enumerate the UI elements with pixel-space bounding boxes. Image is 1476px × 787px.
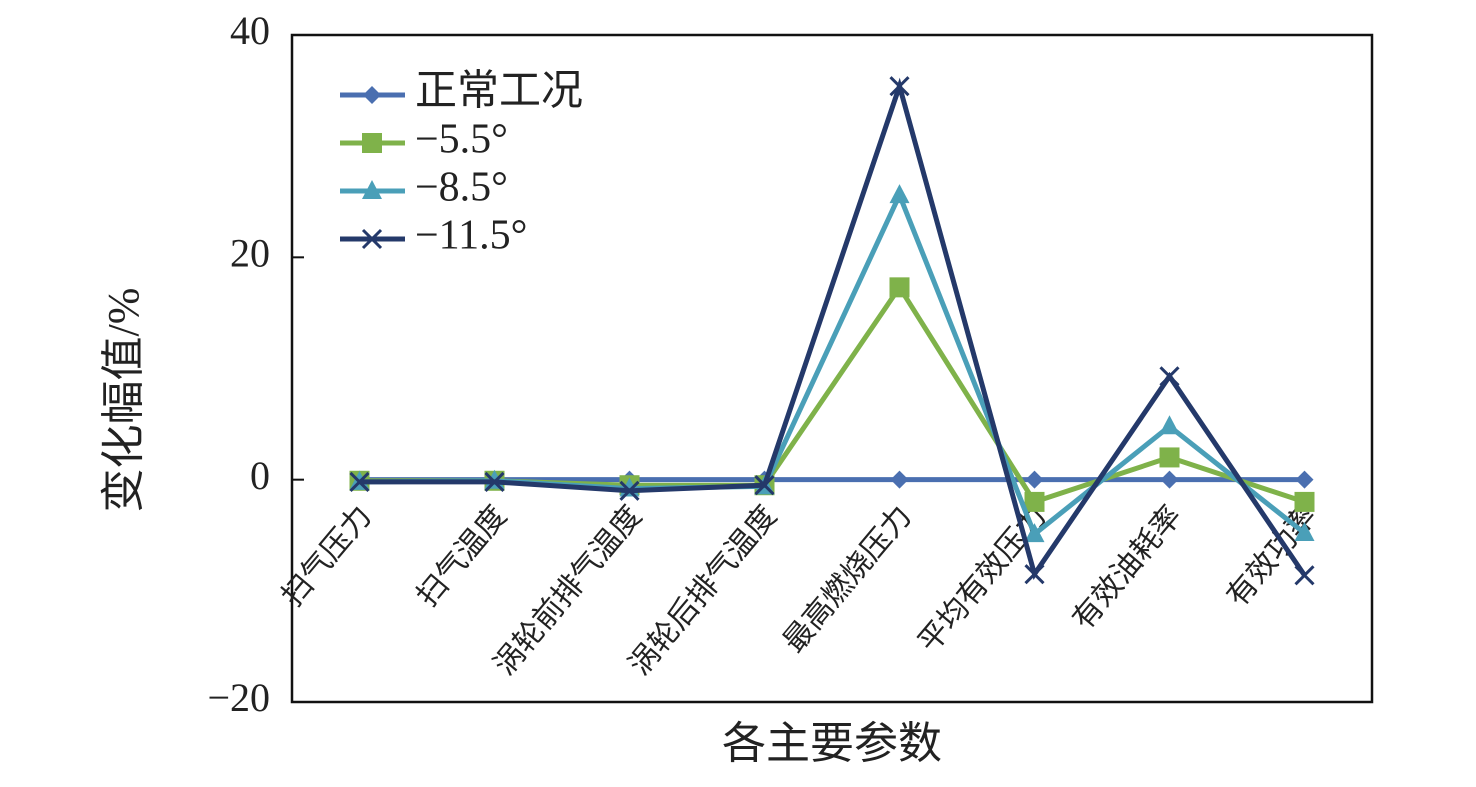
legend-label: −11.5° (415, 213, 527, 259)
marker (889, 277, 910, 298)
x-tick-label: 有效功率 (1221, 500, 1323, 613)
plot-frame (290, 33, 1374, 704)
series-line (359, 77, 1307, 581)
marker (1159, 415, 1180, 435)
marker (363, 86, 381, 104)
x-axis-title: 各主要参数 (722, 719, 942, 768)
series-line (359, 282, 1306, 505)
x-tick-label: 扫气温度 (411, 500, 513, 613)
marker (1024, 523, 1045, 543)
marker (362, 133, 382, 153)
marker (619, 480, 640, 501)
x-tick-label: 有效油耗率 (1066, 500, 1188, 636)
marker (889, 76, 910, 97)
x-tick-label: 涡轮后排气温度 (623, 500, 783, 682)
y-axis-title: 变化幅值/% (99, 288, 148, 513)
y-tick-label: 20 (230, 231, 270, 276)
y-tick-label: 40 (230, 8, 270, 53)
legend-label: −8.5° (415, 165, 508, 211)
legend-label: 正常工况 (415, 69, 583, 115)
marker (1160, 470, 1179, 489)
marker (1294, 491, 1315, 512)
marker (1159, 366, 1180, 387)
x-tick-label: 涡轮前排气温度 (488, 500, 648, 682)
marker (484, 471, 505, 492)
marker (1294, 565, 1315, 586)
marker (889, 184, 910, 204)
x-tick-label: 最高燃烧压力 (777, 500, 918, 659)
marker (1024, 564, 1045, 585)
marker (1024, 491, 1045, 512)
y-tick-label: −20 (207, 675, 270, 720)
marker (754, 475, 775, 496)
marker (1159, 447, 1180, 468)
marker (361, 228, 383, 250)
marker (349, 471, 370, 492)
marker (362, 180, 382, 199)
marker (1294, 522, 1315, 542)
legend-label: −5.5° (415, 117, 508, 163)
y-tick-label: 0 (250, 453, 270, 498)
marker (890, 470, 909, 489)
marker (1025, 470, 1044, 489)
marker (1295, 470, 1314, 489)
